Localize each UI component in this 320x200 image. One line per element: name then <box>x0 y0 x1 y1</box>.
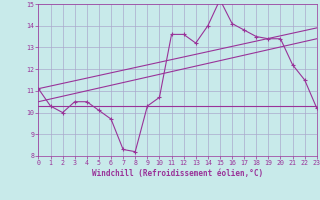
X-axis label: Windchill (Refroidissement éolien,°C): Windchill (Refroidissement éolien,°C) <box>92 169 263 178</box>
